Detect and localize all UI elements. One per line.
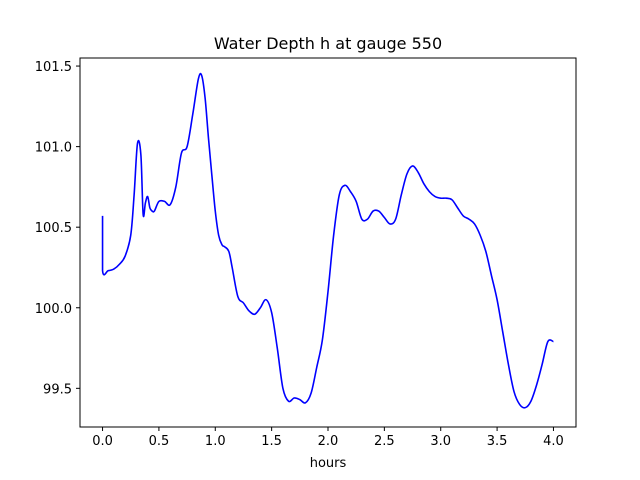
y-tick-label: 101.5 xyxy=(35,60,72,75)
axes-frame xyxy=(79,57,577,428)
x-tick-label: 1.0 xyxy=(205,434,226,449)
x-axis-ticks: 0.0 0.5 1.0 1.5 2.0 2.5 3.0 3.5 4.0 xyxy=(92,427,564,449)
x-tick-label: 0.0 xyxy=(92,434,113,449)
x-tick-label: 2.0 xyxy=(318,434,339,449)
x-tick-label: 4.0 xyxy=(543,434,564,449)
y-tick-label: 100.0 xyxy=(35,302,72,317)
x-tick-label: 3.5 xyxy=(487,434,508,449)
y-tick-label: 101.0 xyxy=(35,141,72,156)
chart-title: Water Depth h at gauge 550 xyxy=(214,34,442,53)
series-line xyxy=(101,72,554,409)
x-tick-label: 1.5 xyxy=(261,434,282,449)
x-tick-label: 0.5 xyxy=(149,434,170,449)
x-axis-label: hours xyxy=(310,456,347,471)
x-tick-label: 2.5 xyxy=(374,434,395,449)
y-tick-label: 100.5 xyxy=(35,221,72,236)
x-tick-label: 3.0 xyxy=(430,434,451,449)
y-tick-label: 99.5 xyxy=(43,382,72,397)
plot-area: 0.0 0.5 1.0 1.5 2.0 2.5 3.0 3.5 4.0 99.5 100.0 100… xyxy=(35,57,577,449)
series-group xyxy=(101,72,554,409)
y-axis-ticks: 99.5 100.0 100.5 101.0 101.5 xyxy=(35,60,80,397)
